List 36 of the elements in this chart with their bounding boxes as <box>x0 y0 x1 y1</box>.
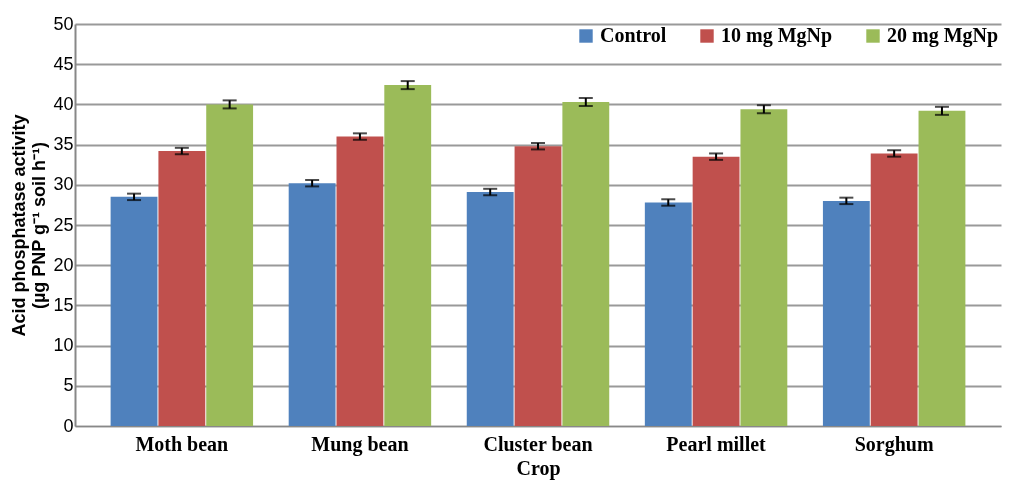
x-axis-title: Crop <box>516 456 561 480</box>
x-tick-label: Sorghum <box>854 432 934 456</box>
y-tick-label: 40 <box>53 93 74 114</box>
legend-label: 10 mg MgNp <box>721 24 833 47</box>
legend-label: 20 mg MgNp <box>887 24 999 47</box>
y-tick-label: 45 <box>53 53 74 74</box>
bar <box>158 151 206 426</box>
y-tick-label: 15 <box>53 294 74 315</box>
x-tick-label: Pearl millet <box>666 432 767 455</box>
x-tick-label: Mung bean <box>311 432 409 456</box>
x-tick-label: Moth bean <box>135 432 229 455</box>
bar <box>918 110 966 426</box>
y-tick-label: 0 <box>63 415 74 436</box>
bar <box>562 101 610 426</box>
y-tick-label: 30 <box>53 174 74 195</box>
bar <box>288 183 336 426</box>
bar <box>692 156 740 426</box>
y-tick-label: 35 <box>53 134 74 155</box>
y-tick-label: 10 <box>53 335 74 356</box>
bar <box>206 104 254 426</box>
bar <box>870 153 918 426</box>
y-tick-label: 25 <box>53 214 74 235</box>
y-tick-label: 20 <box>53 254 74 275</box>
bar <box>384 85 432 426</box>
bar <box>466 192 514 426</box>
bar <box>514 146 562 426</box>
bar <box>822 200 870 426</box>
y-tick-label: 5 <box>63 375 74 396</box>
bar <box>110 196 158 426</box>
y-tick-label: 50 <box>53 13 74 34</box>
bar <box>336 136 384 426</box>
x-tick-label: Cluster bean <box>483 432 593 455</box>
bar <box>644 202 692 426</box>
y-axis-title: Acid phosphatase activity (µg PNP g⁻¹ soil h⁻¹) <box>9 114 50 337</box>
legend-label: Control <box>600 24 667 46</box>
bar <box>740 109 788 426</box>
